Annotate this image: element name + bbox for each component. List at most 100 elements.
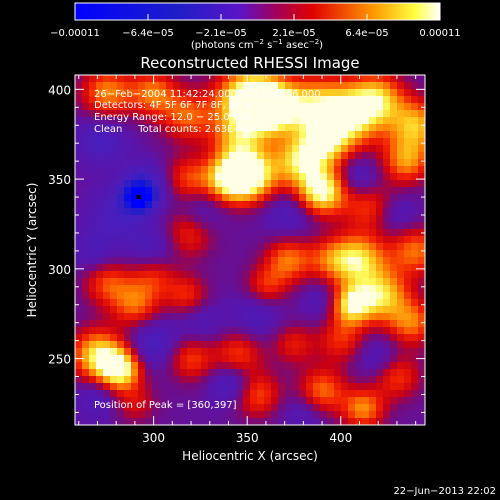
heatmap-cell <box>250 96 258 104</box>
heatmap-cell <box>103 215 111 223</box>
heatmap-cell <box>103 138 111 146</box>
heatmap-cell <box>341 103 349 111</box>
heatmap-cell <box>89 166 97 174</box>
heatmap-cell <box>180 152 188 160</box>
heatmap-cell <box>348 124 356 132</box>
heatmap-cell <box>327 299 335 307</box>
heatmap-cell <box>138 320 146 328</box>
heatmap-cell <box>292 250 300 258</box>
heatmap-cell <box>278 236 286 244</box>
heatmap-cell <box>264 257 272 265</box>
heatmap-cell <box>103 222 111 230</box>
y-tick-label: 400 <box>48 83 71 97</box>
heatmap-cell <box>75 390 83 398</box>
heatmap-cell <box>404 404 412 412</box>
heatmap-cell <box>243 117 251 125</box>
heatmap-cell <box>75 341 83 349</box>
heatmap-cell <box>215 187 223 195</box>
heatmap-cell <box>236 292 244 300</box>
heatmap-cell <box>138 369 146 377</box>
heatmap-cell <box>117 89 125 97</box>
heatmap-cell <box>306 96 314 104</box>
heatmap-cell <box>411 369 419 377</box>
heatmap-cell <box>222 327 230 335</box>
heatmap-cell <box>208 278 216 286</box>
heatmap-cell <box>397 180 405 188</box>
heatmap-cell <box>89 411 97 419</box>
heatmap-cell <box>194 334 202 342</box>
heatmap-cell <box>96 152 104 160</box>
heatmap-cell <box>117 131 125 139</box>
heatmap-cell <box>411 285 419 293</box>
heatmap-cell <box>215 250 223 258</box>
heatmap-cell <box>229 383 237 391</box>
heatmap-cell <box>110 390 118 398</box>
heatmap-cell <box>208 355 216 363</box>
heatmap-cell <box>313 159 321 167</box>
heatmap-cell <box>390 166 398 174</box>
heatmap-cell <box>390 96 398 104</box>
heatmap-cell <box>215 348 223 356</box>
heatmap-cell <box>362 222 370 230</box>
heatmap-cell <box>383 215 391 223</box>
heatmap-cell <box>418 117 426 125</box>
heatmap-cell <box>201 166 209 174</box>
heatmap-cell <box>82 187 90 195</box>
heatmap-cell <box>257 299 265 307</box>
heatmap-cell <box>103 82 111 90</box>
heatmap-cell <box>313 82 321 90</box>
heatmap-cell <box>229 159 237 167</box>
heatmap-cell <box>292 320 300 328</box>
heatmap-cell <box>208 208 216 216</box>
heatmap-cell <box>313 75 321 83</box>
heatmap-cell <box>222 131 230 139</box>
heatmap-cell <box>138 306 146 314</box>
heatmap-cell <box>285 306 293 314</box>
heatmap-cell <box>292 243 300 251</box>
heatmap-cell <box>110 271 118 279</box>
heatmap-cell <box>166 411 174 419</box>
heatmap-cell <box>285 166 293 174</box>
heatmap-cell <box>89 222 97 230</box>
heatmap-cell <box>110 222 118 230</box>
heatmap-cell <box>334 89 342 97</box>
heatmap-cell <box>264 376 272 384</box>
heatmap-cell <box>124 103 132 111</box>
heatmap-cell <box>250 208 258 216</box>
heatmap-cell <box>103 362 111 370</box>
heatmap-cell <box>292 82 300 90</box>
heatmap-cell <box>243 341 251 349</box>
heatmap-cell <box>159 411 167 419</box>
heatmap-cell <box>299 411 307 419</box>
heatmap-cell <box>180 236 188 244</box>
heatmap-cell <box>348 362 356 370</box>
heatmap-cell <box>334 390 342 398</box>
heatmap-cell <box>96 194 104 202</box>
heatmap-cell <box>194 222 202 230</box>
x-tick-label: 300 <box>142 431 165 445</box>
heatmap-cell <box>243 292 251 300</box>
heatmap-cell <box>166 173 174 181</box>
heatmap-cell <box>411 89 419 97</box>
heatmap-cell <box>166 215 174 223</box>
heatmap-cell <box>299 96 307 104</box>
heatmap-cell <box>250 82 258 90</box>
heatmap-cell <box>334 292 342 300</box>
heatmap-cell <box>418 222 426 230</box>
heatmap-cell <box>138 166 146 174</box>
heatmap-cell <box>299 334 307 342</box>
heatmap-cell <box>250 313 258 321</box>
heatmap-cell <box>299 271 307 279</box>
heatmap-cell <box>306 362 314 370</box>
heatmap-cell <box>320 131 328 139</box>
heatmap-cell <box>376 327 384 335</box>
heatmap-cell <box>397 404 405 412</box>
heatmap-cell <box>362 187 370 195</box>
heatmap-cell <box>320 152 328 160</box>
heatmap-cell <box>271 208 279 216</box>
heatmap-cell <box>376 278 384 286</box>
heatmap-cell <box>173 138 181 146</box>
heatmap-cell <box>187 229 195 237</box>
heatmap-cell <box>334 208 342 216</box>
heatmap-cell <box>117 152 125 160</box>
